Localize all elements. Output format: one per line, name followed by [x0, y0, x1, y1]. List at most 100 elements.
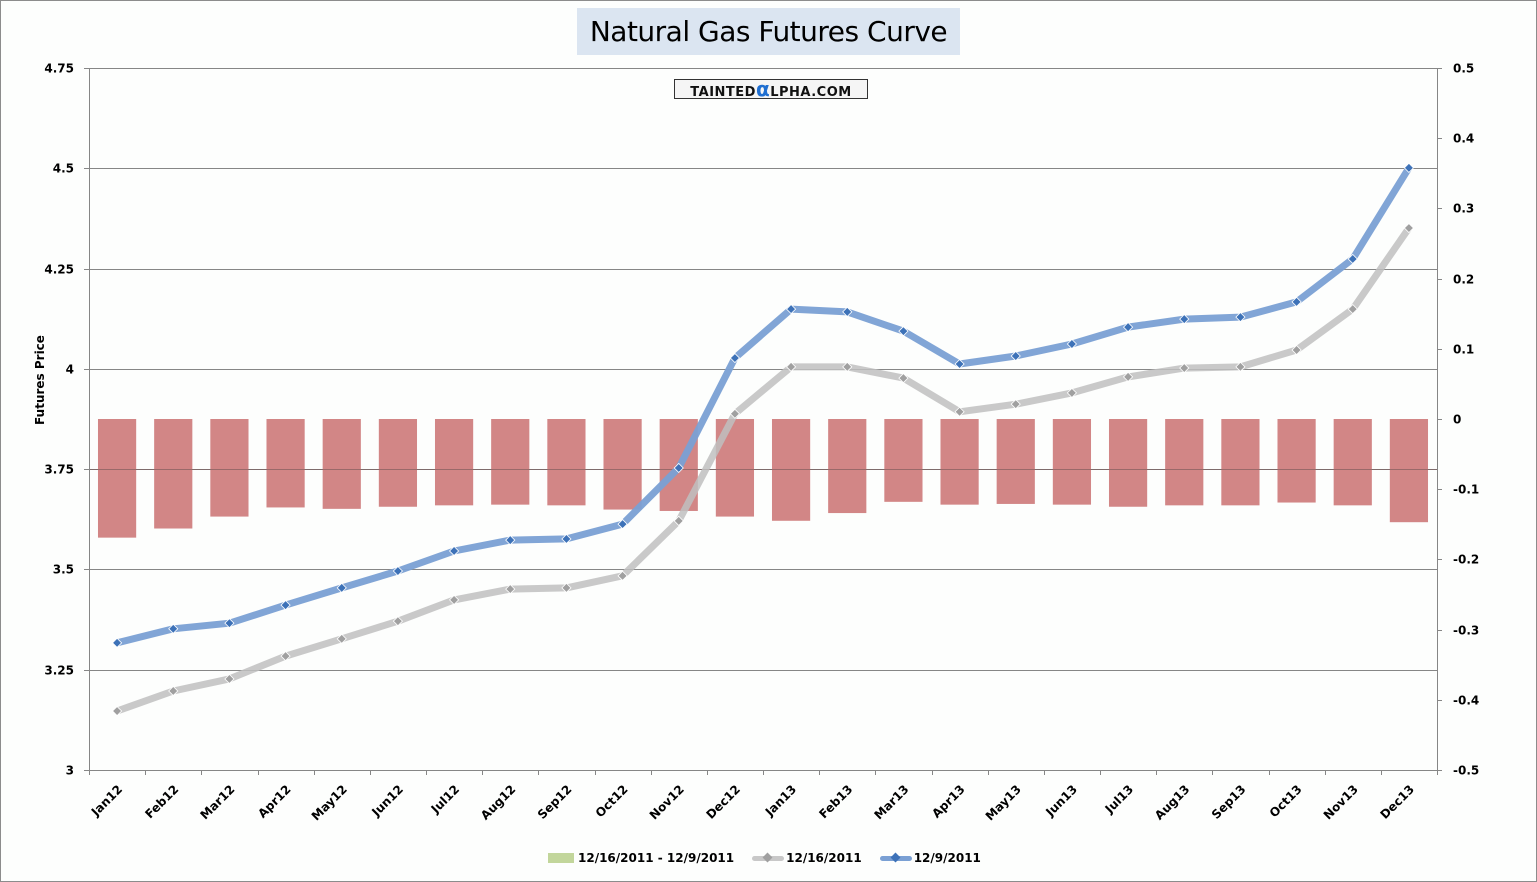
logo-text-left: TAINTED: [690, 85, 756, 99]
data-point: [336, 582, 347, 593]
x-tick-label: Apr13: [929, 782, 968, 821]
legend-item-129[interactable]: 12/9/2011: [879, 851, 981, 865]
x-tick-label: Aug12: [478, 782, 518, 822]
bar: [154, 419, 193, 529]
data-point: [561, 533, 572, 545]
data-point: [785, 303, 797, 315]
data-point: [1403, 162, 1415, 173]
data-point: [111, 637, 123, 648]
x-tick-label: Aug13: [1152, 782, 1192, 822]
y2-tick-label: 0.3: [1453, 202, 1474, 216]
data-point: [673, 515, 684, 526]
y-tick-label: 3: [66, 764, 74, 778]
y2-tick-label: -0.4: [1453, 694, 1479, 708]
data-point: [1291, 296, 1302, 307]
y-tick-label: 3.5: [53, 563, 74, 577]
bar: [940, 419, 979, 505]
logo-text-right: LPHA.COM: [770, 85, 852, 99]
data-point: [898, 372, 909, 384]
x-tick-label: Jul12: [428, 782, 463, 817]
y-tick-label: 4.25: [44, 263, 74, 277]
bar: [1052, 419, 1092, 505]
data-point: [1010, 399, 1021, 410]
bar: [97, 419, 137, 538]
x-tick-label: Oct12: [593, 782, 631, 820]
bar: [378, 419, 418, 507]
line-12-9-2011: [113, 164, 1413, 647]
y-tick-label: 3.25: [44, 664, 74, 678]
data-point: [729, 408, 741, 419]
x-tick-label: Mar13: [871, 782, 911, 822]
data-point: [1122, 322, 1134, 333]
legend-item-1216[interactable]: 12/16/2011: [752, 851, 862, 865]
y-axis-title: Futures Price: [33, 335, 47, 425]
data-point: [224, 618, 235, 629]
data-point: [392, 565, 404, 577]
data-point: [1122, 371, 1134, 382]
data-point: [1235, 361, 1246, 372]
y2-tick-label: 0.4: [1453, 132, 1474, 146]
data-point: [448, 545, 460, 557]
y-tick-label: 4.75: [44, 62, 74, 76]
y-tick-label: 4.5: [53, 162, 74, 176]
x-tick-label: Jul13: [1102, 782, 1137, 817]
data-point: [505, 535, 516, 546]
legend-item-diff[interactable]: 12/16/2011 - 12/9/2011: [548, 851, 734, 865]
legend-line-swatch-blue: [879, 854, 912, 862]
y2-tick-label: -0.3: [1453, 624, 1479, 638]
data-point: [561, 582, 572, 593]
data-point: [224, 673, 235, 685]
axes: [84, 68, 1442, 775]
bar: [603, 419, 642, 510]
x-tick-label: Apr12: [255, 782, 294, 821]
logo-alpha: α: [755, 79, 771, 99]
bar: [266, 419, 305, 508]
y2-tick-label: 0: [1453, 413, 1461, 427]
legend: 12/16/2011 - 12/9/2011 12/16/2011 12/9/2…: [548, 849, 999, 867]
x-tick-label: Mar12: [197, 782, 237, 822]
bar: [884, 419, 923, 502]
x-tick-label: Jan13: [762, 782, 799, 819]
x-tick-label: Dec13: [1377, 782, 1417, 822]
x-tick-label: Feb12: [142, 782, 181, 821]
bar: [547, 419, 586, 506]
x-tick-label: Oct13: [1267, 782, 1305, 820]
x-tick-label: Jan12: [88, 782, 125, 819]
y-tick-label: 4: [66, 363, 74, 377]
watermark-logo: TAINTEDαLPHA.COM: [674, 79, 868, 99]
data-point: [280, 600, 291, 611]
data-point: [336, 633, 347, 644]
x-tick-label: Dec12: [703, 782, 743, 822]
data-point: [392, 616, 404, 627]
legend-line-swatch-gray: [752, 854, 785, 862]
bar: [1333, 419, 1372, 506]
data-point: [1235, 312, 1246, 323]
data-point: [785, 361, 797, 372]
title-background: [577, 8, 960, 55]
y2-tick-label: -0.5: [1453, 764, 1479, 778]
data-point: [448, 594, 460, 606]
bar: [1221, 419, 1260, 506]
bar: [491, 419, 530, 505]
x-tick-label: May13: [983, 782, 1024, 823]
data-point: [280, 650, 291, 662]
x-tick-label: May12: [309, 782, 350, 823]
y2-tick-label: -0.2: [1453, 553, 1479, 567]
data-point: [1010, 350, 1021, 362]
x-tick-label: Feb13: [816, 782, 855, 821]
data-point: [729, 352, 741, 364]
bar: [322, 419, 361, 509]
data-point: [1347, 303, 1358, 315]
data-point: [617, 519, 628, 530]
y2-tick-label: 0.1: [1453, 343, 1474, 357]
bar: [1165, 419, 1204, 506]
data-point: [954, 406, 965, 417]
y-tick-label: 3.75: [44, 463, 74, 477]
bar: [996, 419, 1035, 504]
data-point: [842, 361, 853, 372]
y2-tick-label: 0.5: [1453, 62, 1474, 76]
series-lines: [111, 162, 1415, 717]
data-point: [1066, 338, 1078, 350]
data-point: [1179, 314, 1190, 325]
